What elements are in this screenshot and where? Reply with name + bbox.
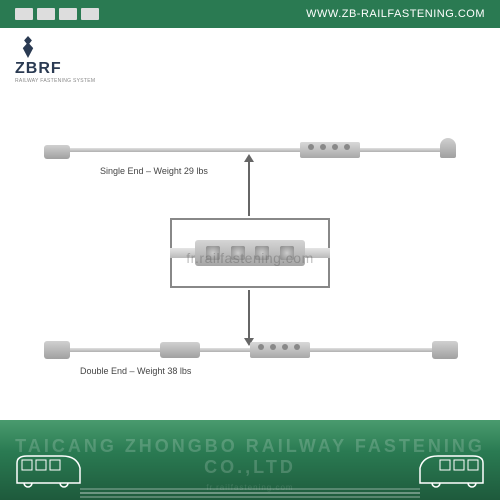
bolt-icon xyxy=(344,144,350,150)
bolt-icon xyxy=(282,344,288,350)
bolt-icon xyxy=(258,344,264,350)
bolt-icon xyxy=(308,144,314,150)
flag-icon[interactable] xyxy=(37,8,55,20)
callout-arrow-up xyxy=(248,160,250,216)
flag-icon[interactable] xyxy=(59,8,77,20)
double-end-label: Double End – Weight 38 lbs xyxy=(80,366,191,376)
bolt-icon xyxy=(206,246,220,260)
train-icon xyxy=(418,448,488,488)
clamp-bolts xyxy=(258,344,300,350)
clamp-detail-view xyxy=(170,218,330,288)
track-line xyxy=(80,492,420,494)
rod-end-fitting xyxy=(44,145,70,159)
bolt-icon xyxy=(280,246,294,260)
language-flags xyxy=(15,8,99,20)
footer-banner: TAICANG ZHONGBO RAILWAY FASTENING CO.,LT… xyxy=(0,420,500,500)
callout-arrow-down xyxy=(248,290,250,340)
detail-clamp xyxy=(195,240,305,266)
product-diagram: Single End – Weight 29 lbs Double End – … xyxy=(0,88,500,428)
bolt-icon xyxy=(270,344,276,350)
bolt-icon xyxy=(332,144,338,150)
logo-icon xyxy=(15,36,41,58)
rod-mid-fitting xyxy=(160,342,200,358)
logo-area: ZBRF RAILWAY FASTENING SYSTEM xyxy=(0,28,500,88)
bolt-icon xyxy=(255,246,269,260)
rod-end-fitting xyxy=(432,341,458,359)
logo-brand: ZBRF xyxy=(15,60,485,78)
clamp-bolts xyxy=(308,144,350,150)
flag-icon[interactable] xyxy=(15,8,33,20)
bolt-icon xyxy=(320,144,326,150)
flag-icon[interactable] xyxy=(81,8,99,20)
rod-hook-end xyxy=(440,138,456,158)
single-end-label: Single End – Weight 29 lbs xyxy=(100,166,208,176)
bolt-icon xyxy=(231,246,245,260)
logo-tagline: RAILWAY FASTENING SYSTEM xyxy=(15,78,485,84)
header-url: WWW.ZB-RAILFASTENING.COM xyxy=(306,8,485,20)
rod-end-fitting xyxy=(44,341,70,359)
top-bar: WWW.ZB-RAILFASTENING.COM xyxy=(0,0,500,28)
single-end-rod xyxy=(50,148,450,152)
bolt-icon xyxy=(294,344,300,350)
train-icon xyxy=(12,448,82,488)
